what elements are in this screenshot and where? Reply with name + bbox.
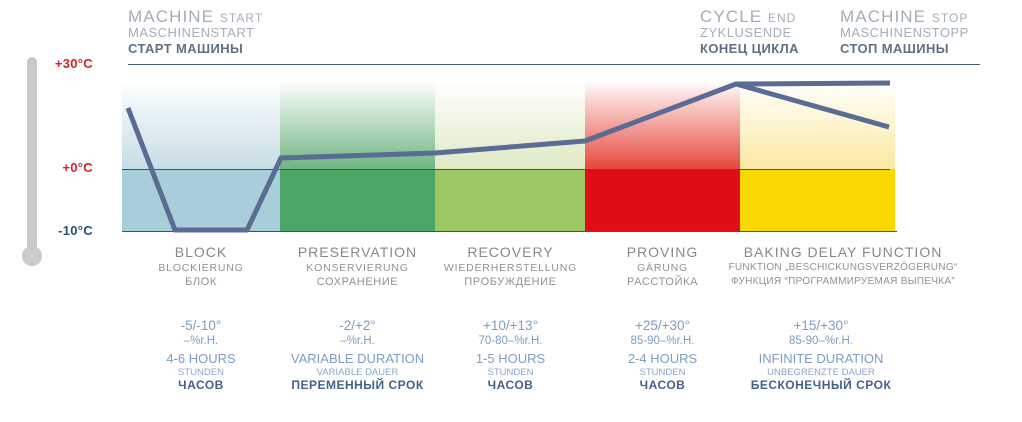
temperature-line [125,80,891,233]
temperature-curve [125,80,891,233]
phase-band-block [122,80,280,231]
phase-title-ru: ПРОБУЖДЕНИЕ [464,276,557,288]
phase-area-below-zero [435,169,585,231]
phase-duration-en: 1-5 HOURS [475,351,546,366]
phase-column-recovery: RECOVERY WIEDERHERSTELLUNG ПРОБУЖДЕНИЕ +… [423,245,598,392]
machine-stop-header: MACHINE STOP MASCHINENSTOPP СТОП МАШИНЫ [840,7,969,56]
machine-start-word: MACHINE [128,7,215,26]
phase-temperature: -5/-10° [180,318,222,333]
phase-humidity: –%r.H. [183,335,219,347]
phase-title-ru: БЛОК [185,276,217,288]
phase-specs: +10/+13° 70-80–%r.H. 1-5 HOURS STUNDEN Ч… [423,318,598,392]
thermometer-icon [27,57,37,253]
phase-area-below-zero [585,169,740,231]
axis-label-plus30: +30°C [54,56,93,71]
phase-humidity: 70-80–%r.H. [478,335,543,347]
phase-area-below-zero [280,169,435,231]
cycle-chart [122,80,895,231]
machine-start-subword: START [219,11,264,25]
phase-duration-ru: ЧАСОВ [639,378,686,392]
machine-stop-subword: STOP [931,11,969,25]
phase-duration-en: 4-6 HOURS [166,351,236,366]
phase-title-en: BAKING DELAY FUNCTION [743,244,943,260]
phase-title-de: KONSERVIERUNG [306,262,409,274]
machine-stop-de: MASCHINENSTOPP [840,25,969,40]
phase-column-proving: PROVING GÄRUNG РАССТОЙКА +25/+30° 85-90–… [575,245,750,392]
machine-start-title: MACHINE START [128,7,264,26]
cycle-end-header: CYCLE END ZYKLUSENDE КОНЕЦ ЦИКЛА [700,7,799,56]
phase-title-ru: ФУНКЦИЯ “ПРОГРАММИРУЕМАЯ ВЫПЕЧКА” [730,276,956,287]
phase-duration-en: 2-4 HOURS [627,351,698,366]
phase-duration-ru: ЧАСОВ [178,378,224,392]
phase-title-de: BLOCKIERUNG [158,262,244,274]
machine-stop-ru: СТОП МАШИНЫ [840,41,949,56]
phase-temperature: +15/+30° [793,318,849,333]
header-underline [128,64,980,65]
machine-stop-title: MACHINE STOP [840,7,969,26]
phase-duration-ru: ЧАСОВ [487,378,534,392]
phase-title-en: RECOVERY [467,244,554,260]
phase-temperature: +25/+30° [635,318,690,333]
baking-delay-line [735,81,890,130]
phase-title-de: FUNKTION „BESCHICKUNGSVERZÖGERUNG“ [728,262,958,273]
phase-title-en: PRESERVATION [297,244,418,260]
axis-label-zero: +0°C [62,160,93,175]
cycle-end-word: CYCLE [700,7,763,26]
cycle-end-title: CYCLE END [700,7,799,26]
phase-temperature: +10/+13° [483,318,538,333]
phase-band-proving [585,80,740,231]
phase-humidity: 85-90–%r.H. [789,335,853,347]
phase-duration-de: STUNDEN [639,367,686,378]
phase-title-de: GÄRUNG [637,262,688,274]
axis-label-minus10: -10°C [58,223,93,238]
phase-band-recovery [435,80,585,231]
phase-column-preservation: PRESERVATION KONSERVIERUNG СОХРАНЕНИЕ -2… [270,245,445,392]
phase-humidity: 85-90–%r.H. [630,335,695,347]
phase-temperature: -2/+2° [339,318,376,333]
phase-title-en: PROVING [626,244,699,260]
phase-title-en: BLOCK [174,244,228,260]
cycle-end-ru: КОНЕЦ ЦИКЛА [700,41,799,56]
phase-specs: +15/+30° 85-90–%r.H. INFINITE DURATION U… [696,318,946,392]
machine-start-ru: СТАРТ МАШИНЫ [128,41,244,56]
phase-duration-de: STUNDEN [178,367,224,378]
cycle-end-de: ZYKLUSENDE [700,25,792,40]
thermometer-bulb-icon [22,246,42,266]
phase-duration-de: STUNDEN [487,367,534,378]
phase-duration-de: VARIABLE DAUER [316,367,399,378]
phase-duration-en: INFINITE DURATION [758,351,884,366]
machine-stop-word: MACHINE [840,7,927,26]
phase-title-ru: СОХРАНЕНИЕ [316,276,399,288]
phase-column-block: BLOCK BLOCKIERUNG БЛОК -5/-10° –%r.H. 4-… [122,245,280,392]
phase-specs: +25/+30° 85-90–%r.H. 2-4 HOURS STUNDEN Ч… [575,318,750,392]
phase-title-ru: РАССТОЙКА [626,276,699,288]
phase-duration-ru: ПЕРЕМЕННЫЙ СРОК [291,378,424,392]
phase-duration-ru: БЕСКОНЕЧНЫЙ СРОК [750,378,892,392]
phase-duration-de: UNBEGRENZTE DAUER [767,367,875,378]
machine-start-de: MASCHINENSTART [128,25,255,40]
phase-title-de: WIEDERHERSTELLUNG [443,262,578,274]
phase-descriptions: BLOCK BLOCKIERUNG БЛОК -5/-10° –%r.H. 4-… [0,245,1022,415]
phase-specs: -2/+2° –%r.H. VARIABLE DURATION VARIABLE… [270,318,445,392]
cycle-end-subword: END [768,11,797,25]
phase-area-below-zero [740,169,895,231]
minus10-degree-gridline [122,231,897,232]
machine-start-header: MACHINE START MASCHINENSTART СТАРТ МАШИН… [128,7,264,56]
phase-specs: -5/-10° –%r.H. 4-6 HOURS STUNDEN ЧАСОВ [122,318,280,392]
phase-column-baking-delay: BAKING DELAY FUNCTION FUNKTION „BESCHICK… [718,245,968,392]
phase-humidity: –%r.H. [340,335,375,347]
phase-duration-en: VARIABLE DURATION [290,351,425,366]
zero-degree-gridline [122,169,890,170]
phase-area-above-zero [435,80,585,169]
